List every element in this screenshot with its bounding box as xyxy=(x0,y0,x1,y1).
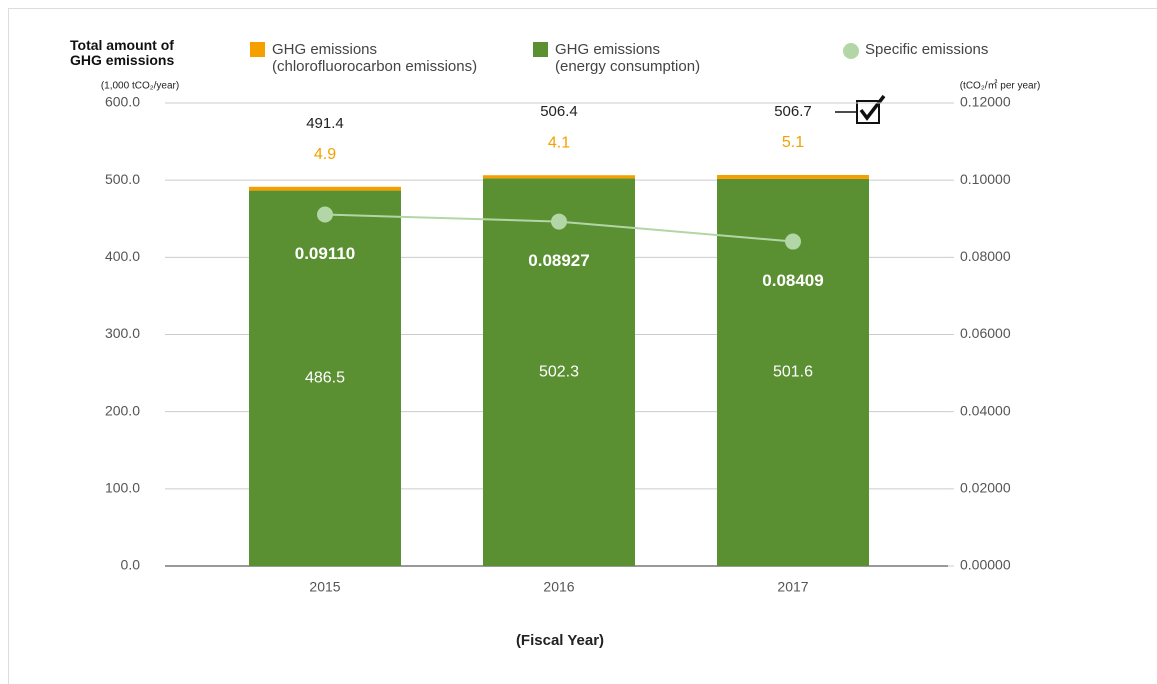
total-label: 506.4 xyxy=(540,103,578,120)
point-label: 0.08927 xyxy=(528,251,589,270)
y2-tick-label: 0.08000 xyxy=(960,248,1011,264)
y-tick-label: 300.0 xyxy=(105,325,140,341)
bar xyxy=(483,175,635,179)
y2-tick-label: 0.10000 xyxy=(960,171,1011,187)
x-tick-label: 2017 xyxy=(777,579,808,595)
y2-tick-label: 0.02000 xyxy=(960,480,1011,496)
legend-swatch xyxy=(250,42,265,57)
bar-label: 501.6 xyxy=(773,364,813,381)
y-unit: (1,000 tCO₂/year) xyxy=(101,81,179,92)
total-label: 506.7 xyxy=(774,103,812,120)
x-tick-label: 2015 xyxy=(309,579,340,595)
legend-swatch xyxy=(843,43,859,59)
bar-label: 4.1 xyxy=(548,134,570,151)
point xyxy=(551,213,567,230)
point-label: 0.09110 xyxy=(295,244,356,263)
bar xyxy=(249,186,401,191)
check-icon xyxy=(835,94,886,124)
x-axis-label: (Fiscal Year) xyxy=(516,632,604,649)
bar xyxy=(483,178,635,566)
y-tick-label: 500.0 xyxy=(105,171,140,187)
y2-tick-label: 0.06000 xyxy=(960,325,1011,341)
point xyxy=(317,206,333,223)
point-label: 0.08409 xyxy=(762,271,823,290)
y2-unit: (tCO₂/㎡ per year) xyxy=(960,80,1041,92)
bar-label: 502.3 xyxy=(539,363,579,380)
legend-swatch xyxy=(533,42,548,57)
y-tick-label: 600.0 xyxy=(105,94,140,110)
y-tick-label: 0.0 xyxy=(121,557,141,573)
legend-label: Specific emissions xyxy=(865,41,989,58)
total-label: 491.4 xyxy=(306,115,344,132)
y2-tick-label: 0.00000 xyxy=(960,557,1011,573)
legend-label: GHG emissions (chlorofluorocarbon emissi… xyxy=(272,41,478,75)
y-tick-label: 200.0 xyxy=(105,402,140,418)
legend-label: GHG emissions (energy consumption) xyxy=(555,41,701,75)
bar xyxy=(717,174,869,179)
y2-tick-label: 0.04000 xyxy=(960,402,1011,418)
point xyxy=(785,233,801,250)
bar-label: 5.1 xyxy=(782,134,804,151)
bar-label: 4.9 xyxy=(314,146,336,163)
y-tick-label: 400.0 xyxy=(105,248,140,264)
x-tick-label: 2016 xyxy=(543,579,574,595)
y2-tick-label: 0.12000 xyxy=(960,94,1011,110)
y-tick-label: 100.0 xyxy=(105,480,140,496)
y-axis-label: Total amount of GHG emissions xyxy=(70,37,175,68)
bar-label: 486.5 xyxy=(305,370,345,387)
bar xyxy=(249,190,401,566)
